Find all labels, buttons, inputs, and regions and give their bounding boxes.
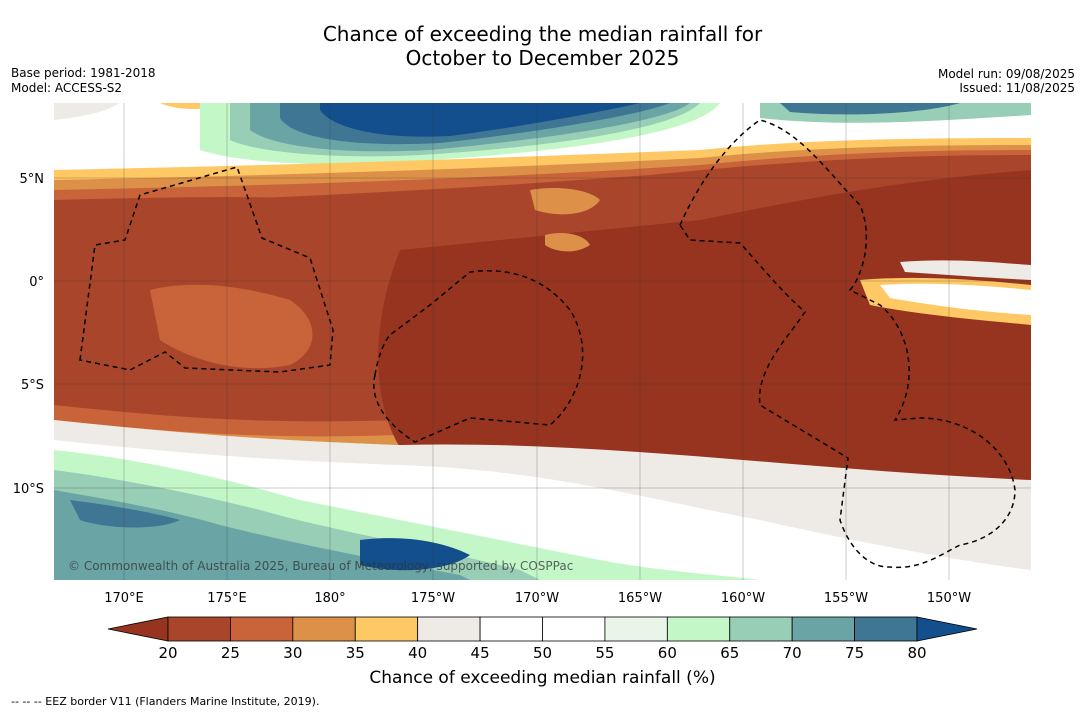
colorbar-tick-label: 35: [346, 644, 365, 662]
colorbar-cell: [729, 616, 793, 642]
lon-tick-160w: 160°W: [721, 591, 765, 606]
lon-tick-170w: 170°W: [515, 591, 559, 606]
colorbar-cell: [479, 616, 543, 642]
colorbar-tick-label: 40: [408, 644, 427, 662]
colorbar-label: Chance of exceeding median rainfall (%): [369, 668, 716, 688]
lon-tick-165w: 165°W: [618, 591, 662, 606]
lat-tick-10s: 10°S: [13, 482, 44, 497]
colorbar-under-arrow: [107, 616, 169, 642]
lon-tick-150w: 150°W: [927, 591, 971, 606]
lon-tick-170e: 170°E: [104, 591, 144, 606]
colorbar-tick-label: 65: [720, 644, 739, 662]
lon-tick-180: 180°: [314, 591, 345, 606]
eez-borders: [79, 119, 1016, 569]
lon-tick-175w: 175°W: [411, 591, 455, 606]
colorbar-cell: [167, 616, 231, 642]
colorbar-cell: [230, 616, 294, 642]
colorbar-tick-label: 55: [595, 644, 614, 662]
lon-tick-175e: 175°E: [207, 591, 247, 606]
gridlines: [54, 103, 1031, 580]
map-title-line-2: October to December 2025: [405, 46, 680, 70]
copyright-notice: © Commonwealth of Australia 2025, Bureau…: [68, 559, 573, 573]
colorbar-cell: [542, 616, 606, 642]
colorbar-tick-label: 70: [783, 644, 802, 662]
colorbar-cell: [417, 616, 481, 642]
colorbar-cell: [854, 616, 918, 642]
colorbar-cell: [666, 616, 731, 642]
lat-tick-5s: 5°S: [21, 378, 44, 393]
eez-legend-note: -- -- -- EEZ border V11 (Flanders Marine…: [11, 695, 320, 708]
lon-tick-155w: 155°W: [824, 591, 868, 606]
issued-date: Issued: 11/08/2025: [959, 81, 1075, 95]
model-name: Model: ACCESS-S2: [11, 81, 123, 95]
colorbar-cell: [791, 616, 855, 642]
rainfall-field: [54, 103, 1031, 580]
colorbar-cell: [354, 616, 419, 642]
map-title-line-1: Chance of exceeding the median rainfall …: [322, 22, 763, 46]
model-run-date: Model run: 09/08/2025: [937, 67, 1075, 81]
base-period: Base period: 1981-2018: [11, 66, 156, 80]
lat-tick-5n: 5°N: [20, 172, 45, 187]
colorbar-tick-label: 75: [845, 644, 864, 662]
colorbar-tick-label: 45: [471, 644, 490, 662]
colorbar-over-arrow: [916, 616, 978, 642]
colorbar-cell: [604, 616, 668, 642]
colorbar-tick-label: 50: [533, 644, 552, 662]
colorbar-cell: [292, 616, 356, 642]
colorbar-tick-label: 60: [658, 644, 677, 662]
latitude-axis: 5°N 0° 5°S 10°S: [13, 172, 44, 497]
colorbar: 20 25 30 35 40 45 50 55 60 65 70 75 80: [107, 616, 978, 662]
longitude-axis: 170°E 175°E 180° 175°W 170°W 165°W 160°W…: [104, 591, 971, 606]
colorbar-tick-label: 30: [283, 644, 302, 662]
colorbar-tick-label: 80: [907, 644, 926, 662]
lat-tick-0: 0°: [29, 275, 44, 290]
colorbar-tick-label: 20: [158, 644, 177, 662]
colorbar-tick-label: 25: [221, 644, 240, 662]
